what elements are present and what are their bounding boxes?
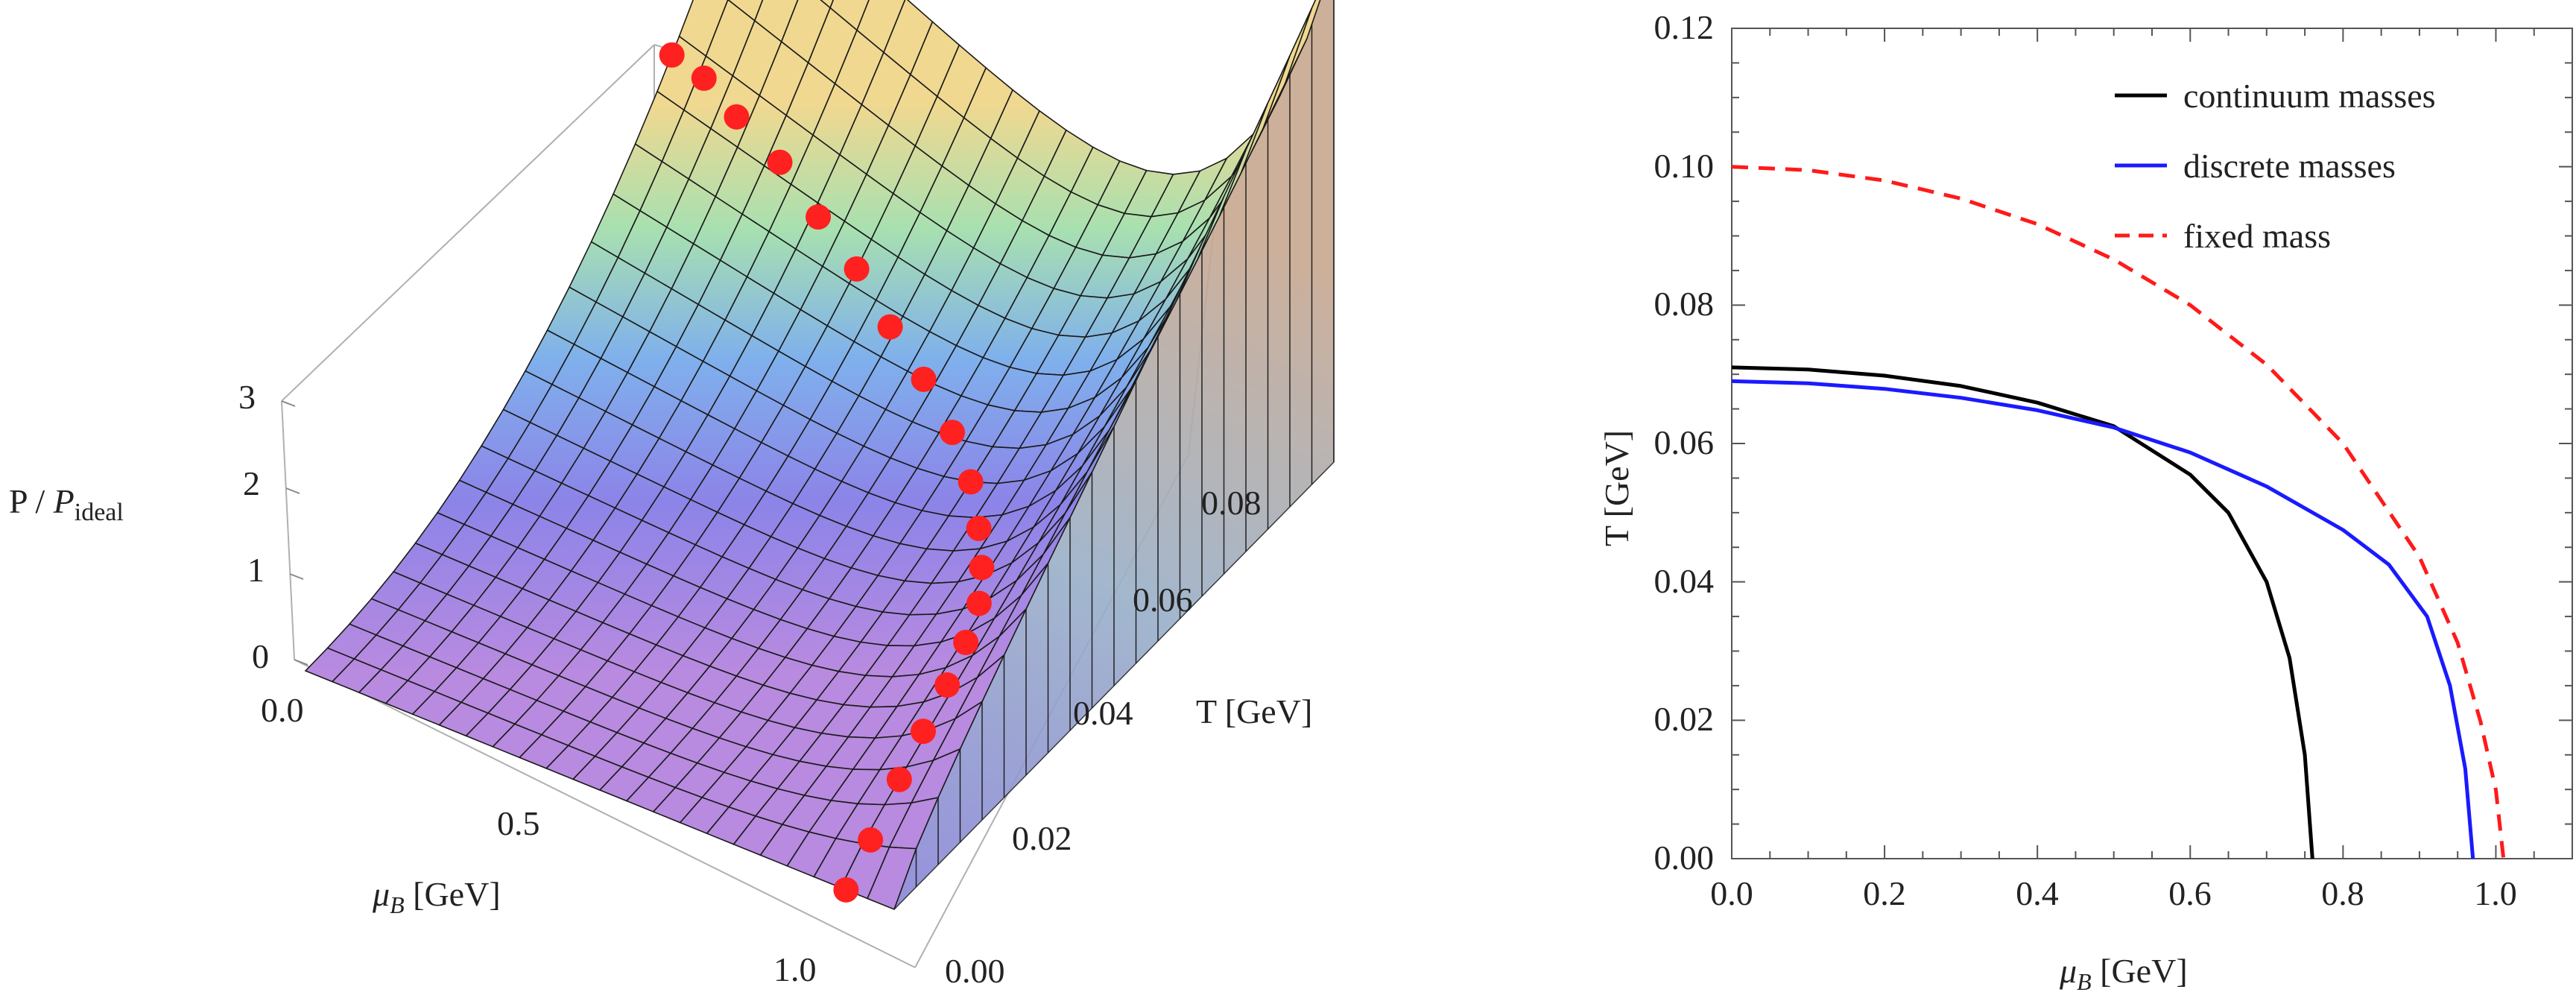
critical-point xyxy=(966,515,992,541)
critical-point xyxy=(767,149,793,175)
z-tick-label: 0 xyxy=(252,637,269,675)
z-tick-mark xyxy=(281,400,296,407)
y-axis-label: T [GeV] xyxy=(1598,430,1636,546)
mu-axis-label: μB [GeV] xyxy=(372,875,501,918)
y-tick-label: 0.08 xyxy=(1654,285,1715,323)
legend: continuum masses discrete masses fixed m… xyxy=(2115,77,2436,255)
z-label-main: P / xyxy=(9,482,54,520)
z-tick-mark xyxy=(289,573,304,580)
y-tick-label: 0.06 xyxy=(1654,423,1715,461)
mu-symbol: μ xyxy=(2059,952,2077,990)
t-axis-label: T [GeV] xyxy=(1196,692,1312,730)
x-tick-label: 0.6 xyxy=(2168,874,2212,912)
critical-point xyxy=(886,766,912,792)
critical-point xyxy=(691,65,717,91)
critical-point xyxy=(939,420,965,446)
critical-point xyxy=(911,366,937,392)
z-label-sub: ideal xyxy=(75,499,124,526)
critical-point xyxy=(934,672,961,698)
z-label-italic: P xyxy=(53,482,75,520)
y-tick-label: 0.12 xyxy=(1654,8,1715,46)
critical-point xyxy=(911,719,936,745)
z-axis-label: P / Pideal xyxy=(9,482,124,526)
z-tick-mark xyxy=(294,659,308,666)
x-tick-label: 1.0 xyxy=(2474,874,2517,912)
critical-point xyxy=(833,877,859,903)
t-tick-label: 0.06 xyxy=(1133,581,1193,619)
critical-point xyxy=(953,629,979,655)
critical-point xyxy=(806,204,832,230)
mu-tick-label: 1.0 xyxy=(773,950,817,988)
t-tick-label: 0.02 xyxy=(1012,819,1072,857)
critical-point xyxy=(958,469,984,495)
t-tick-label: 0.08 xyxy=(1201,484,1262,522)
t-tick-label: 0.00 xyxy=(945,952,1005,990)
mu-symbol: μ xyxy=(372,875,390,913)
legend-label: discrete masses xyxy=(2183,147,2396,185)
y-tick-label: 0.02 xyxy=(1654,700,1715,738)
frame-edge xyxy=(294,659,916,968)
mu-unit: [GeV] xyxy=(405,875,501,913)
frame-edge xyxy=(281,400,295,660)
legend-label: continuum masses xyxy=(2183,77,2436,115)
critical-line-points xyxy=(659,42,995,903)
series-line-continuum-masses xyxy=(1731,365,2314,859)
y-tick-label: 0.04 xyxy=(1654,562,1715,600)
x-axis-label: μB [GeV] xyxy=(2059,952,2188,995)
mu-unit: [GeV] xyxy=(2092,952,2188,990)
series-line-discrete-masses xyxy=(1731,379,2475,859)
z-tick-label: 1 xyxy=(247,551,265,589)
z-axis-ticks xyxy=(281,400,308,666)
critical-point xyxy=(844,256,870,282)
z-tick-mark xyxy=(285,487,300,494)
x-tick-label: 0.8 xyxy=(2321,874,2364,912)
axis-ticks xyxy=(1731,28,2573,859)
frame-edge xyxy=(281,44,655,402)
surface-patch xyxy=(867,846,917,911)
x-tick-label: 0.0 xyxy=(1710,874,1753,912)
z-tick-label: 2 xyxy=(243,464,260,502)
y-tick-label: 0.10 xyxy=(1654,147,1715,185)
surface-3d-chart: 3 2 1 0 P / Pideal 0.0 0.5 1.0 μB [GeV] … xyxy=(9,0,1335,990)
mu-sub: B xyxy=(390,891,405,918)
surface-side-wall xyxy=(893,0,1335,910)
mu-tick-label: 0.5 xyxy=(497,804,540,842)
critical-point xyxy=(969,555,995,581)
critical-point xyxy=(659,42,685,68)
t-tick-label: 0.04 xyxy=(1073,694,1133,732)
legend-label: fixed mass xyxy=(2183,217,2331,255)
critical-point xyxy=(724,104,750,130)
mu-sub: B xyxy=(2077,968,2092,995)
y-tick-label: 0.00 xyxy=(1654,839,1715,877)
x-tick-label: 0.2 xyxy=(1863,874,1906,912)
x-tick-label: 0.4 xyxy=(2016,874,2059,912)
series-lines xyxy=(1731,165,2506,859)
plot-frame xyxy=(1731,28,2573,859)
critical-point xyxy=(966,590,992,616)
phase-diagram-chart: 0.00 0.02 0.04 0.06 0.08 0.10 0.12 0.0 0… xyxy=(1598,8,2573,995)
z-tick-label: 3 xyxy=(238,378,256,416)
series-line-fixed-mass xyxy=(1731,165,2506,859)
critical-point xyxy=(877,314,903,340)
critical-point xyxy=(858,827,884,853)
mu-tick-label: 0.0 xyxy=(261,691,304,729)
